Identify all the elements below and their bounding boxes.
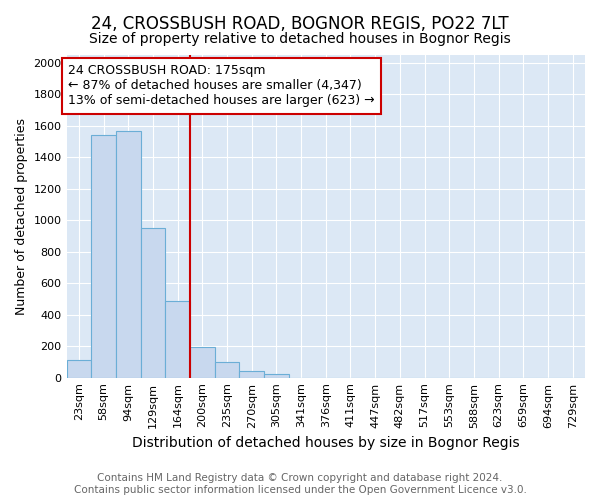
Bar [215, 362, 239, 378]
Text: 24 CROSSBUSH ROAD: 175sqm
← 87% of detached houses are smaller (4,347)
13% of se: 24 CROSSBUSH ROAD: 175sqm ← 87% of detac… [68, 64, 374, 108]
Bar [264, 374, 289, 378]
Y-axis label: Number of detached properties: Number of detached properties [15, 118, 28, 315]
X-axis label: Distribution of detached houses by size in Bognor Regis: Distribution of detached houses by size … [132, 436, 520, 450]
Bar [165, 302, 190, 378]
Bar [67, 360, 91, 378]
Text: Size of property relative to detached houses in Bognor Regis: Size of property relative to detached ho… [89, 32, 511, 46]
Text: 24, CROSSBUSH ROAD, BOGNOR REGIS, PO22 7LT: 24, CROSSBUSH ROAD, BOGNOR REGIS, PO22 7… [91, 15, 509, 33]
Bar [239, 372, 264, 378]
Bar [190, 347, 215, 378]
Bar [140, 228, 165, 378]
Bar [91, 136, 116, 378]
Bar [116, 130, 140, 378]
Text: Contains HM Land Registry data © Crown copyright and database right 2024.
Contai: Contains HM Land Registry data © Crown c… [74, 474, 526, 495]
